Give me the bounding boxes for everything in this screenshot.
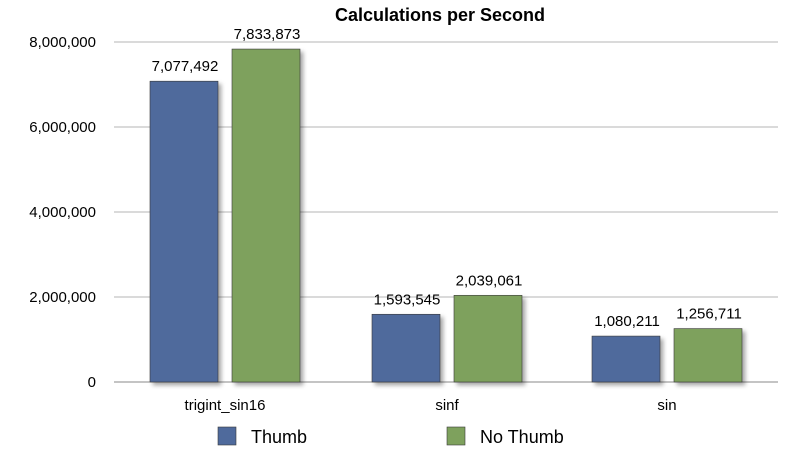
y-tick-label: 0 (88, 374, 96, 391)
data-label: 2,039,061 (456, 272, 523, 289)
data-labels: 7,077,492 7,833,873 1,593,545 2,039,061 1,08… (152, 26, 742, 330)
data-label: 7,833,873 (234, 26, 301, 43)
legend-label: No Thumb (480, 427, 564, 447)
bar-thumb (149, 80, 219, 383)
data-label: 1,593,545 (374, 291, 441, 308)
data-label: 1,256,711 (676, 306, 742, 323)
legend-swatch (446, 426, 466, 446)
y-tick-label: 8,000,000 (29, 34, 96, 51)
bars (149, 48, 743, 383)
bar-thumb (371, 313, 441, 383)
chart-title: Calculations per Second (335, 5, 545, 25)
legend: Thumb No Thumb (217, 426, 564, 447)
legend-swatch (217, 426, 237, 446)
y-tick-label: 6,000,000 (29, 119, 96, 136)
x-tick-label: trigint_sin16 (185, 397, 266, 414)
data-label: 1,080,211 (594, 313, 660, 330)
legend-label: Thumb (251, 427, 307, 447)
bar-no-thumb (673, 328, 743, 383)
x-tick-label: sin (657, 397, 676, 414)
y-axis: 0 2,000,000 4,000,000 6,000,000 8,000,000 (29, 34, 96, 391)
y-tick-label: 2,000,000 (29, 289, 96, 306)
gridlines (114, 41, 778, 383)
bar-no-thumb (231, 48, 301, 383)
bar-no-thumb (453, 295, 523, 383)
y-tick-label: 4,000,000 (29, 204, 96, 221)
x-axis: trigint_sin16 sinf sin (185, 397, 677, 414)
x-tick-label: sinf (435, 397, 459, 414)
bar-thumb (591, 335, 661, 383)
data-label: 7,077,492 (152, 58, 219, 75)
